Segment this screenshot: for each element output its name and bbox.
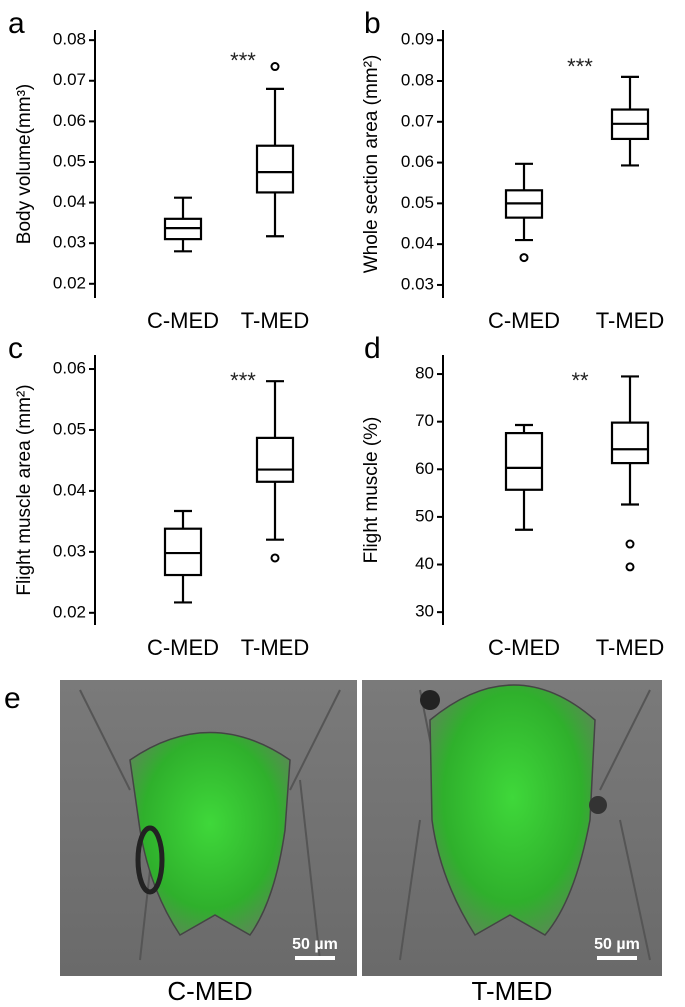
y-tick-label: 0.03: [53, 233, 86, 252]
y-tick-label: 0.05: [53, 151, 86, 170]
y-axis-label: Body volume(mm³): [14, 84, 35, 244]
y-tick-label: 60: [415, 459, 434, 478]
y-tick-label: 0.02: [53, 602, 86, 621]
x-tick-label: C-MED: [147, 308, 219, 333]
y-tick-label: 0.04: [401, 234, 434, 253]
x-tick-label: C-MED: [488, 308, 560, 333]
x-tick-label: C-MED: [147, 635, 219, 660]
outlier: [270, 62, 280, 72]
box: [255, 144, 295, 194]
y-axis-label: Flight muscle area (mm²): [14, 384, 35, 595]
x-tick-label: T-MED: [241, 308, 309, 333]
outlier: [625, 562, 635, 572]
box: [255, 436, 295, 483]
outlier: [519, 253, 529, 263]
x-tick-label: T-MED: [596, 308, 664, 333]
y-tick-label: 70: [415, 411, 434, 430]
y-tick-label: 0.02: [53, 273, 86, 292]
panel-label: a: [8, 7, 25, 40]
y-tick-label: 0.09: [401, 30, 434, 49]
significance: ***: [230, 368, 256, 393]
y-tick-label: 0.08: [53, 30, 86, 49]
box: [163, 527, 203, 577]
panel-label: e: [4, 682, 21, 715]
significance: ***: [230, 48, 256, 73]
x-tick-label: T-MED: [596, 635, 664, 660]
y-tick-label: 50: [415, 506, 434, 525]
y-tick-label: 0.05: [401, 193, 434, 212]
image-caption: T-MED: [472, 976, 553, 1006]
box: [504, 431, 544, 491]
y-axis-label: Whole section area (mm²): [361, 55, 382, 274]
y-tick-label: 40: [415, 554, 434, 573]
scale-bar-label: 50 µm: [594, 936, 640, 953]
y-tick-label: 80: [415, 364, 434, 383]
x-tick-label: C-MED: [488, 635, 560, 660]
x-tick-label: T-MED: [241, 635, 309, 660]
y-tick-label: 0.03: [53, 541, 86, 560]
outlier: [625, 539, 635, 549]
panel-label: c: [8, 332, 23, 365]
y-tick-label: 0.06: [401, 152, 434, 171]
image-right: [362, 680, 662, 976]
y-tick-label: 0.05: [53, 419, 86, 438]
y-tick-label: 0.08: [401, 70, 434, 89]
panel-label: d: [364, 332, 381, 365]
outlier: [270, 553, 280, 563]
y-tick-label: 0.07: [401, 111, 434, 130]
image-caption: C-MED: [167, 976, 252, 1006]
image-left: [60, 680, 357, 976]
significance: **: [571, 368, 589, 393]
box: [610, 421, 650, 465]
y-tick-label: 0.06: [53, 111, 86, 130]
scale-bar-label: 50 µm: [292, 936, 338, 953]
y-axis-label: Flight muscle (%): [361, 417, 382, 564]
y-tick-label: 0.04: [53, 480, 86, 499]
y-tick-label: 0.07: [53, 70, 86, 89]
y-tick-label: 0.06: [53, 359, 86, 378]
y-tick-label: 0.03: [401, 274, 434, 293]
panel-label: b: [364, 7, 381, 40]
y-tick-label: 0.04: [53, 192, 86, 211]
y-tick-label: 30: [415, 602, 434, 621]
significance: ***: [567, 54, 593, 79]
